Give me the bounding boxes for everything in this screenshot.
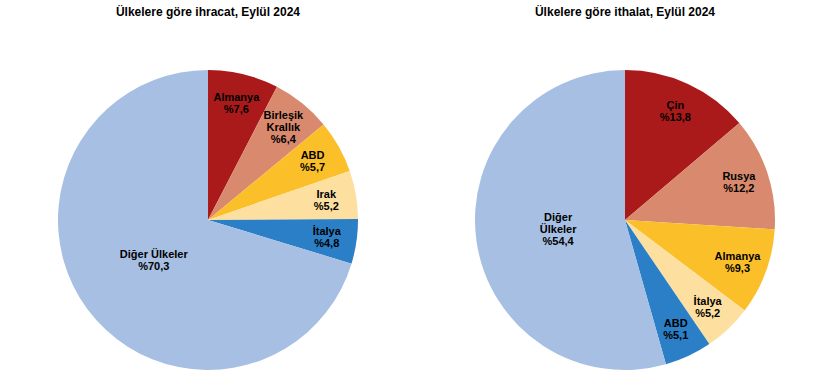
chart-canvas: Ülkelere göre ihracat, Eylül 2024 Almanya… — [0, 0, 815, 389]
data-label: %7,6 — [224, 103, 249, 115]
pie-chart: Ülkelere göre ithalat, Eylül 2024 Çin%13,… — [475, 4, 775, 370]
slice-category: Irak — [316, 188, 336, 200]
slice-category: İtalya — [694, 295, 723, 307]
slices — [475, 70, 775, 370]
pie-slice — [58, 70, 352, 370]
pie-slice — [625, 123, 775, 229]
data-label: %13,8 — [660, 111, 691, 123]
slice-category: Almanya — [715, 250, 762, 262]
data-label: %12,2 — [723, 182, 754, 194]
pie-slice — [475, 70, 666, 370]
slice-category: ABD — [301, 149, 325, 161]
slices — [58, 70, 358, 370]
data-label: %5,2 — [314, 200, 339, 212]
data-label: %54,4 — [543, 235, 575, 247]
slice-category: ABD — [664, 317, 688, 329]
data-label: %9,3 — [725, 262, 750, 274]
slice-category: DiğerÜlkeler — [540, 211, 577, 235]
data-label: %6,4 — [271, 133, 297, 145]
labels: Çin%13,8 Rusya%12,2 Almanya%9,3 İtalya%5,2 A… — [540, 99, 762, 341]
chart-title: Ülkelere göre ihracat, Eylül 2024 — [116, 4, 300, 19]
slice-category: Rusya — [722, 170, 756, 182]
slice-category: İtalya — [313, 225, 342, 237]
slice-category: Diğer Ülkeler — [120, 248, 189, 260]
slice-category: BirleşikKrallık — [263, 109, 304, 133]
data-label: %5,1 — [663, 329, 688, 341]
slice-category: Almanya — [213, 91, 260, 103]
labels: Almanya%7,6 BirleşikKrallık%6,4 ABD%5,7 Ira… — [120, 91, 342, 272]
data-label: %5,2 — [695, 307, 720, 319]
chart-title: Ülkelere göre ithalat, Eylül 2024 — [535, 4, 715, 19]
pie-slice — [208, 171, 358, 220]
pie-chart: Ülkelere göre ihracat, Eylül 2024 Almanya… — [58, 4, 358, 370]
data-label: %5,7 — [300, 161, 325, 173]
data-label: %4,8 — [314, 237, 339, 249]
slice-category: Çin — [667, 99, 685, 111]
data-label: %70,3 — [138, 260, 169, 272]
